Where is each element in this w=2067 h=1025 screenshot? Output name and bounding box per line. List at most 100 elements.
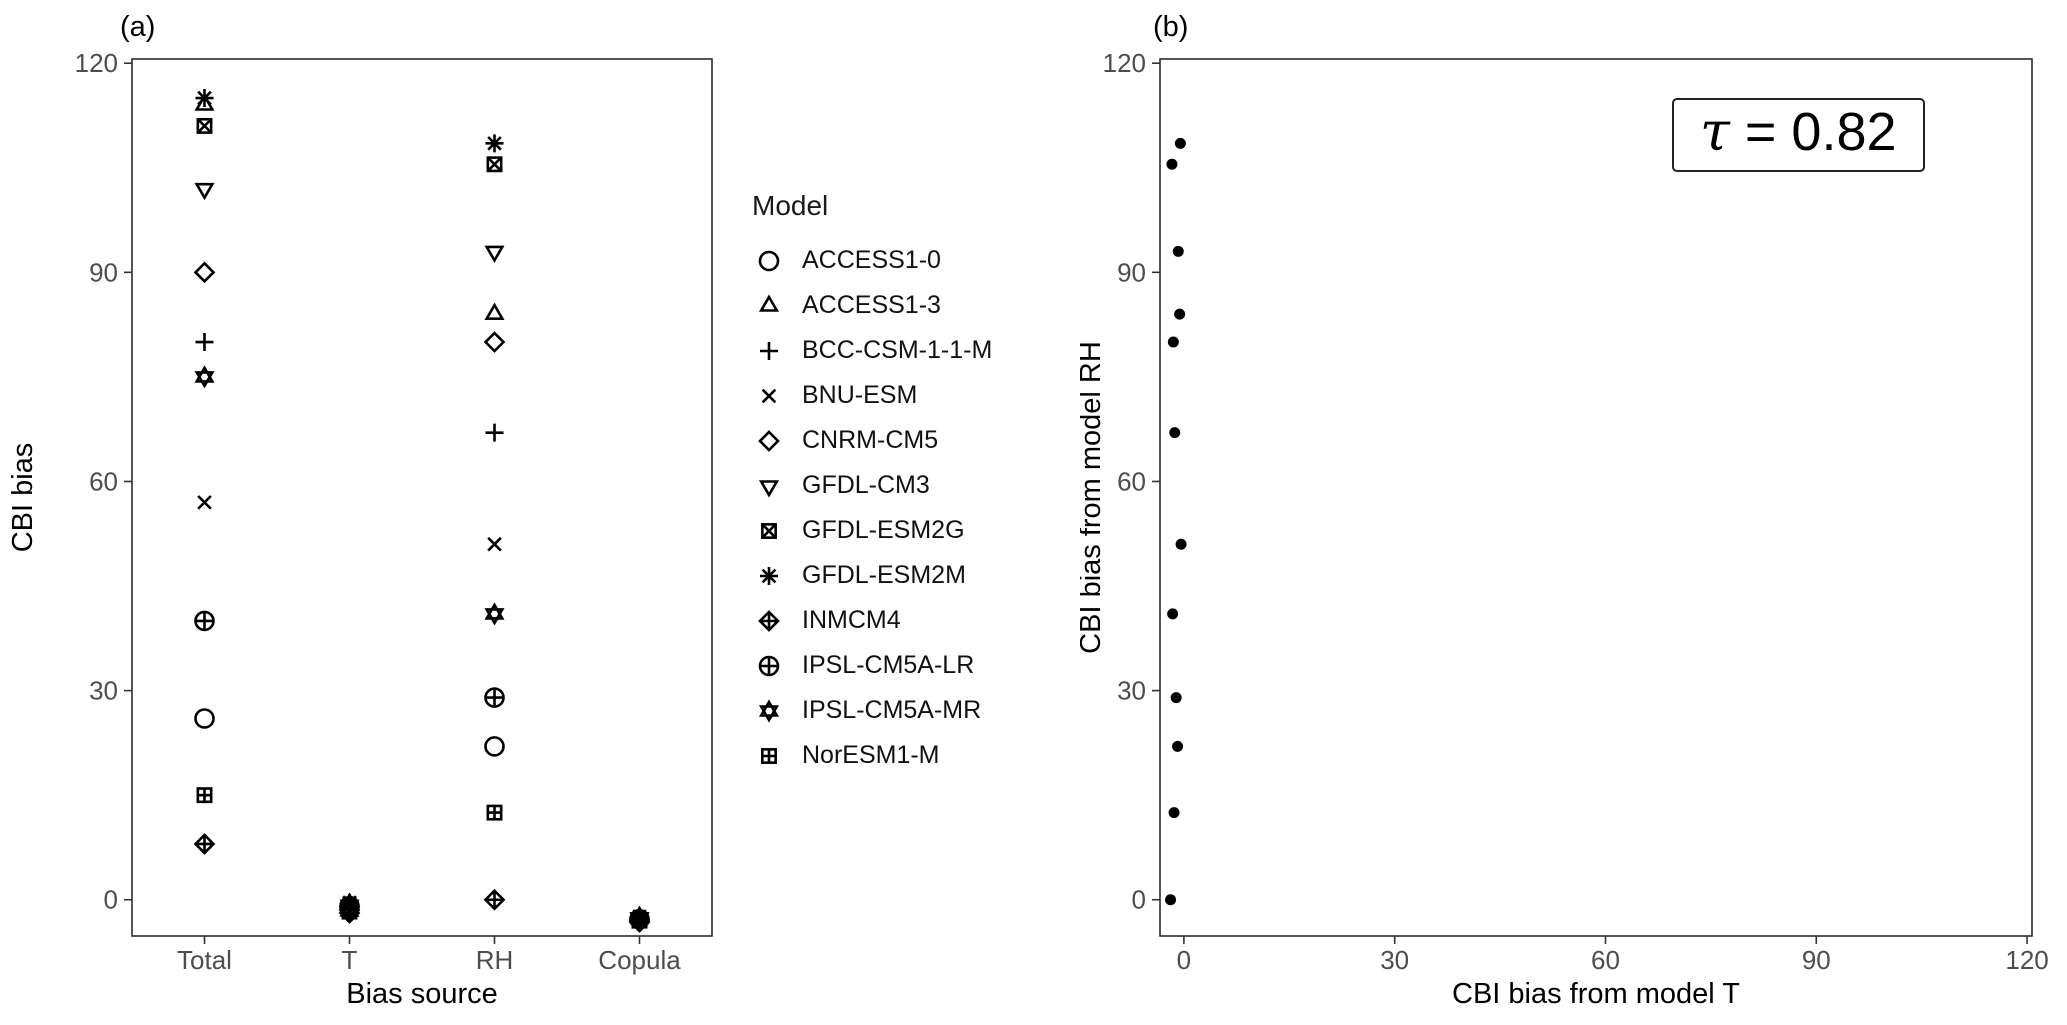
y-axis-tick-label: 120: [1103, 48, 1146, 78]
data-point-ACCESS1-0: [194, 708, 215, 729]
square-plus-icon: [761, 747, 777, 764]
data-point-ACCESS1-3: [1174, 308, 1186, 320]
x-axis-tick-label: 60: [1591, 945, 1620, 975]
legend-item: NorESM1-M: [752, 733, 1077, 778]
data-point-NorESM1-M: [486, 804, 503, 821]
data-point-NorESM1-M: [341, 901, 358, 918]
marker-square-plus: [761, 747, 777, 764]
data-point-CNRM-CM5: [1167, 336, 1179, 348]
diamond-icon: [758, 429, 780, 452]
diamond-plus-icon: [758, 609, 780, 632]
legend-item-label: ACCESS1-0: [802, 246, 941, 274]
legend-item-label: BCC-CSM-1-1-M: [802, 336, 993, 364]
data-point-BCC-CSM-1-1-M: [195, 333, 214, 352]
legend-item-label: BNU-ESM: [802, 381, 918, 409]
panel-b-border: [1159, 58, 2033, 937]
x-axis-tick-label: 30: [1380, 945, 1409, 975]
legend-item-label: GFDL-ESM2M: [802, 561, 966, 589]
data-point-IPSL-CM5A-LR: [484, 687, 505, 708]
x-axis-tick-label: RH: [476, 945, 514, 975]
triangle-down-icon: [758, 479, 780, 498]
data-point-GFDL-ESM2G: [196, 117, 213, 134]
data-point-IPSL-CM5A-MR: [484, 602, 505, 626]
marker-asterisk: [760, 566, 778, 585]
marker-x: [761, 388, 777, 403]
marker-circle-plus: [758, 655, 780, 676]
legend-item-label: NorESM1-M: [802, 741, 940, 769]
panel-a-y-axis-title: CBI bias: [7, 443, 39, 553]
x-axis-tick-label: Copula: [598, 945, 681, 975]
legend-item: GFDL-CM3: [752, 463, 1077, 508]
legend-item: GFDL-ESM2M: [752, 553, 1077, 598]
data-point-CNRM-CM5: [483, 331, 506, 353]
circle-plus-icon: [758, 655, 780, 676]
marker-diamond-plus: [758, 609, 780, 632]
legend-item: IPSL-CM5A-MR: [752, 688, 1077, 733]
asterisk-icon: [760, 566, 778, 585]
panel-a-label: (a): [120, 11, 155, 43]
marker-triangle-down: [758, 479, 780, 498]
data-point-CNRM-CM5: [193, 261, 216, 284]
data-point-ACCESS1-0: [484, 736, 505, 757]
data-point-GFDL-CM3: [484, 245, 505, 264]
legend-item-label: ACCESS1-3: [802, 291, 941, 319]
legend-item-label: GFDL-CM3: [802, 471, 930, 499]
marker-square-x: [761, 522, 777, 539]
data-point-IPSL-CM5A-LR: [194, 610, 215, 632]
y-axis-tick-label: 90: [1117, 257, 1146, 287]
circle-icon: [758, 250, 780, 271]
panel-a-x-axis-title: Bias source: [346, 978, 498, 1010]
data-point-NorESM1-M: [1168, 807, 1180, 819]
legend-item: CNRM-CM5: [752, 418, 1077, 463]
legend-item: INMCM4: [752, 598, 1077, 643]
legend-item-label: CNRM-CM5: [802, 426, 939, 454]
panel-b-y-axis-title: CBI bias from model RH: [1080, 341, 1107, 654]
data-point-BCC-CSM-1-1-M: [485, 423, 504, 442]
correlation-annotation: τ = 0.82: [1672, 98, 1925, 173]
y-axis-tick-label: 0: [104, 885, 118, 915]
legend-item: IPSL-CM5A-LR: [752, 643, 1077, 688]
hexagram-icon: [758, 698, 780, 723]
legend-items: ACCESS1-0 ACCESS1-3 BCC-CSM-1-1-M BNU-ESM CN…: [752, 238, 1077, 778]
data-point-GFDL-CM3: [1172, 245, 1184, 257]
marker-hexagram: [758, 698, 780, 723]
x-axis-tick-label: Total: [177, 945, 232, 975]
tau-value: = 0.82: [1729, 102, 1897, 162]
data-point-GFDL-ESM2G: [1166, 158, 1178, 170]
y-axis-tick-label: 60: [1117, 466, 1146, 496]
legend-item: BCC-CSM-1-1-M: [752, 328, 1077, 373]
data-point-GFDL-ESM2M: [1174, 137, 1186, 149]
data-point-BNU-ESM: [197, 495, 212, 510]
legend-item: ACCESS1-0: [752, 238, 1077, 283]
plus-icon: [760, 341, 778, 360]
data-point-GFDL-ESM2M: [485, 134, 504, 153]
x-axis-tick-label: 90: [1802, 945, 1831, 975]
data-point-IPSL-CM5A-MR: [1167, 608, 1179, 620]
legend-item: GFDL-ESM2G: [752, 508, 1077, 553]
legend-item: ACCESS1-3: [752, 283, 1077, 328]
panel-b-chart: 0 30 60 90 120 0 30 60 90 120 CBI bias from model …: [1080, 11, 2049, 1010]
data-point-NorESM1-M: [196, 787, 213, 804]
data-point-GFDL-ESM2G: [486, 156, 503, 173]
data-point-GFDL-ESM2M: [195, 89, 214, 108]
data-point-ACCESS1-3: [484, 302, 505, 320]
data-point-IPSL-CM5A-LR: [1170, 692, 1182, 704]
marker-plus: [760, 341, 778, 360]
y-axis-tick-label: 90: [89, 257, 118, 287]
panel-b-label: (b): [1153, 11, 1188, 43]
data-point-NorESM1-M: [631, 912, 648, 929]
data-point-BNU-ESM: [1175, 538, 1187, 550]
data-point-INMCM4: [483, 888, 506, 911]
x-icon: [761, 388, 777, 403]
y-axis-tick-label: 60: [89, 466, 118, 496]
data-point-BCC-CSM-1-1-M: [1169, 427, 1181, 439]
y-axis-tick-label: 30: [1117, 676, 1146, 706]
panel-b-x-axis-title: CBI bias from model T: [1452, 978, 1740, 1010]
legend-item-label: IPSL-CM5A-LR: [802, 651, 975, 679]
data-point-INMCM4: [193, 833, 216, 855]
marker-triangle-up: [758, 293, 780, 312]
x-axis-tick-label: T: [342, 945, 358, 975]
x-axis-tick-label: 120: [2005, 945, 2048, 975]
triangle-up-icon: [758, 293, 780, 312]
